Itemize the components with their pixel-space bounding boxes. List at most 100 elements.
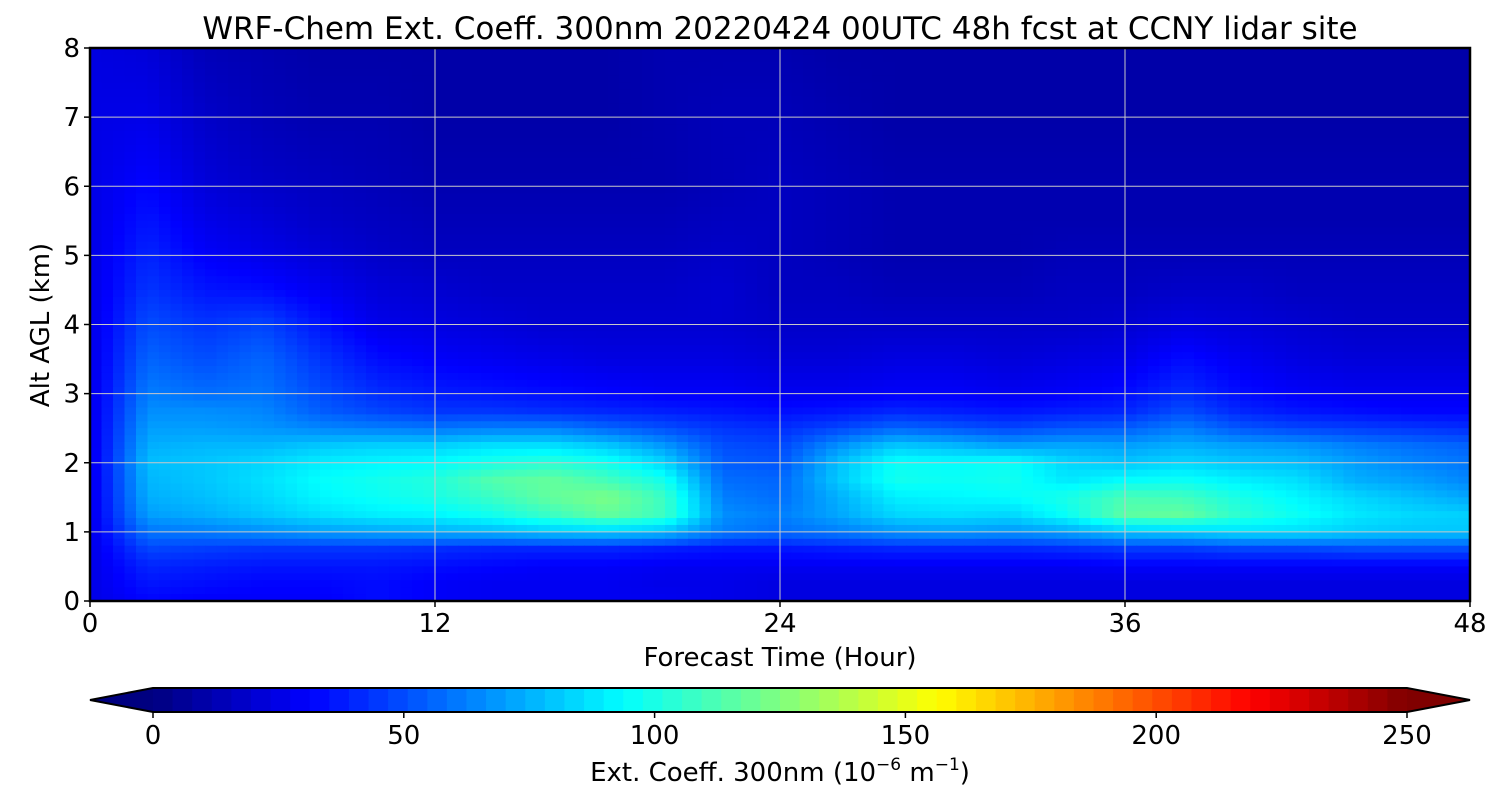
heatmap-cell [423,117,436,125]
heatmap-cell [1044,248,1057,256]
heatmap-cell [837,227,850,236]
heatmap-cell [1251,151,1264,160]
heatmap-cell [1125,213,1138,222]
heatmap-cell [952,213,965,222]
heatmap-cell [1194,255,1207,263]
heatmap-cell [1090,82,1103,91]
heatmap-cell [653,75,666,84]
heatmap-cell [458,331,471,339]
heatmap-cell [412,255,425,263]
heatmap-cell [297,283,310,291]
heatmap-cell [630,269,643,277]
heatmap-cell [653,186,666,194]
heatmap-cell [964,165,977,174]
heatmap-cell [308,317,321,326]
heatmap-cell [147,103,160,111]
heatmap-cell [1332,61,1345,70]
heatmap-cell [90,151,103,160]
heatmap-cell [205,310,218,319]
heatmap-cell [1205,54,1218,63]
heatmap-cell [366,213,379,222]
heatmap-cell [113,200,126,208]
heatmap-cell [101,283,114,291]
heatmap-cell [354,48,367,56]
heatmap-cell [1447,255,1460,263]
heatmap-cell [412,303,425,312]
heatmap-cell [722,179,735,187]
heatmap-cell [791,289,804,298]
heatmap-cell [113,193,126,201]
heatmap-cell [1113,296,1126,305]
heatmap-cell [1309,310,1322,319]
heatmap-cell [366,54,379,63]
heatmap-cell [1378,269,1391,277]
heatmap-cell [630,241,643,250]
heatmap-cell [515,262,528,270]
heatmap-cell [1079,276,1092,284]
heatmap-cell [929,234,942,243]
heatmap-cell [918,110,931,118]
heatmap-cell [1366,206,1379,215]
heatmap-cell [872,296,885,305]
heatmap-cell [653,283,666,291]
heatmap-cell [170,213,183,222]
heatmap-cell [1297,68,1310,77]
heatmap-cell [320,82,333,91]
heatmap-cell [895,110,908,118]
heatmap-cell [883,220,896,229]
heatmap-cell [1412,144,1425,153]
heatmap-cell [262,331,275,339]
heatmap-cell [113,54,126,63]
heatmap-cell [182,193,195,201]
heatmap-cell [987,124,1000,132]
heatmap-cell [1412,54,1425,63]
heatmap-cell [515,165,528,174]
heatmap-cell [1343,103,1356,111]
heatmap-cell [1458,110,1471,118]
heatmap-cell [1217,48,1230,56]
heatmap-cell [550,200,563,208]
heatmap-cell [538,61,551,70]
heatmap-cell [285,68,298,77]
heatmap-cell [297,54,310,63]
heatmap-cell [975,324,988,333]
heatmap-cell [998,234,1011,243]
heatmap-cell [446,103,459,111]
heatmap-cell [791,89,804,97]
heatmap-cell [1044,117,1057,125]
heatmap-cell [538,179,551,187]
heatmap-cell [952,331,965,339]
heatmap-cell [1021,165,1034,174]
heatmap-cell [239,241,252,250]
heatmap-cell [1217,61,1230,70]
heatmap-cell [1159,103,1172,111]
heatmap-cell [1332,110,1345,118]
heatmap-cell [1182,61,1195,70]
heatmap-cell [584,117,597,125]
heatmap-cell [1401,179,1414,187]
heatmap-cell [182,220,195,229]
heatmap-cell [826,124,839,132]
heatmap-cell [1021,213,1034,222]
heatmap-cell [1044,269,1057,277]
heatmap-cell [251,234,264,243]
heatmap-cell [734,255,747,263]
heatmap-cell [791,61,804,70]
heatmap-cell [469,317,482,326]
heatmap-cell [538,48,551,56]
heatmap-cell [1102,82,1115,91]
heatmap-cell [803,296,816,305]
heatmap-cell [400,165,413,174]
heatmap-cell [1343,130,1356,139]
heatmap-cell [251,165,264,174]
heatmap-cell [1044,96,1057,104]
heatmap-cell [331,220,344,229]
heatmap-cell [906,165,919,174]
heatmap-cell [1125,144,1138,153]
heatmap-cell [1136,151,1149,160]
heatmap-cell [745,248,758,256]
heatmap-cell [1355,61,1368,70]
heatmap-cell [975,227,988,236]
heatmap-cell [872,331,885,339]
heatmap-cell [1366,172,1379,180]
